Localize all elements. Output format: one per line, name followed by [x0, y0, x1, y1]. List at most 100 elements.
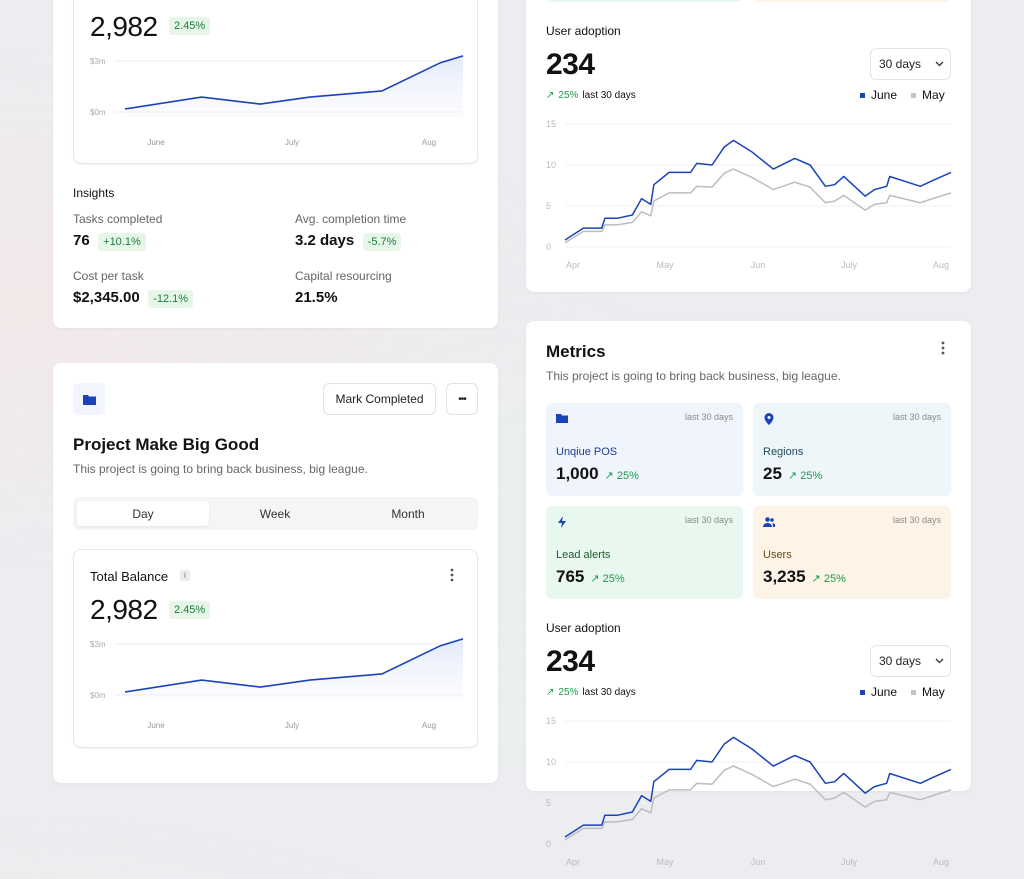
tile-label: Regions — [763, 446, 804, 458]
trend-percent: 25% — [558, 687, 579, 698]
tab-week[interactable]: Week — [259, 506, 291, 521]
y-tick-label: 0 — [546, 839, 551, 849]
y-tick-label: $3m — [90, 57, 106, 66]
users-tile-edge — [753, 0, 951, 2]
insight-label: Tasks completed — [73, 212, 163, 226]
tile-change: ↗ 25% — [812, 573, 846, 585]
x-tick-label: July — [285, 721, 299, 730]
insight-change: -5.7% — [362, 233, 402, 251]
tile-period: last 30 days — [892, 515, 941, 525]
lead-alerts-tile-edge — [546, 0, 743, 2]
y-tick-label: $0m — [90, 108, 106, 117]
insight-label: Cost per task — [73, 269, 144, 283]
user-adoption-section: User adoption 234 ↗ 25% last 30 days 30 … — [526, 22, 971, 282]
mark-completed-button[interactable]: Mark Completed — [323, 383, 436, 415]
insight-label: Avg. completion time — [295, 212, 407, 226]
insight-change: -12.1% — [148, 290, 194, 308]
metric-tile-users[interactable]: last 30 days Users 3,235 ↗ 25% — [753, 506, 951, 599]
tab-day[interactable]: Day — [77, 501, 209, 526]
tile-change: ↗ 25% — [788, 470, 822, 482]
tile-value-row: 1,000 ↗ 25% — [556, 464, 639, 484]
balance-card-top: 2,982 2.45% $3m $0m June July Aug — [73, 0, 478, 164]
balance-area — [125, 55, 463, 117]
balance-line — [124, 638, 464, 693]
insight-value: $2,345.00 — [73, 289, 140, 306]
project-title: Project Make Big Good — [73, 435, 260, 454]
arrow-up-right-icon: ↗ — [604, 470, 617, 482]
tile-label: Users — [763, 549, 792, 561]
tab-month[interactable]: Month — [391, 506, 425, 521]
arrow-up-right-icon: ↗ — [590, 573, 603, 585]
tile-change-value: 25% — [800, 470, 823, 482]
tile-value: 1,000 — [556, 464, 599, 483]
period-dropdown-value: 30 days — [879, 57, 922, 71]
insight-value: 3.2 days — [295, 232, 355, 249]
x-tick-label: Aug — [422, 138, 436, 147]
tile-label: Unqiue POS — [556, 446, 618, 458]
user-adoption-title: User adoption — [546, 621, 621, 635]
balance-change-badge: 2.45% — [169, 601, 211, 619]
arrow-up-right-icon: ↗ — [546, 687, 555, 698]
x-tick-label: July — [285, 138, 299, 147]
kebab-menu-icon[interactable] — [450, 568, 454, 582]
user-adoption-section: User adoption 234 ↗ 25% last 30 days 30 … — [526, 619, 971, 879]
balance-value: 2,982 — [90, 594, 158, 625]
info-icon[interactable]: i — [180, 570, 190, 581]
chart-legend: June May — [860, 88, 945, 102]
user-adoption-trend: ↗ 25% last 30 days — [546, 90, 636, 101]
arrow-up-right-icon: ↗ — [546, 90, 555, 101]
lightning-icon — [558, 516, 566, 528]
period-dropdown[interactable]: 30 days — [870, 645, 951, 677]
insight-value: 21.5% — [295, 289, 338, 306]
legend-swatch-june — [860, 92, 865, 98]
series-line-june — [564, 736, 952, 838]
tile-period: last 30 days — [892, 412, 941, 422]
legend-swatch-june — [860, 689, 865, 695]
metric-tile-unqiue-pos[interactable]: last 30 days Unqiue POS 1,000 ↗ 25% — [546, 403, 743, 496]
insight-label: Capital resourcing — [295, 269, 392, 283]
balance-line — [124, 55, 464, 110]
y-tick-label: 5 — [546, 798, 551, 808]
tile-period: last 30 days — [684, 515, 733, 525]
period-dropdown[interactable]: 30 days — [870, 48, 951, 80]
balance-value: 2,982 — [90, 11, 158, 42]
x-tick-label: July — [841, 260, 858, 270]
more-options-button[interactable]: ••• — [446, 383, 478, 415]
x-tick-label: Jun — [751, 260, 766, 270]
legend-label-june: June — [871, 88, 898, 102]
kebab-menu-icon[interactable] — [941, 341, 945, 355]
insight-change: +10.1% — [98, 233, 146, 251]
balance-change-badge: 2.45% — [169, 17, 211, 35]
tile-value: 25 — [763, 464, 782, 483]
tile-change: ↗ 25% — [605, 470, 639, 482]
metrics-title: Metrics — [546, 342, 606, 361]
tile-label: Lead alerts — [556, 549, 611, 561]
y-tick-label: 10 — [546, 160, 556, 170]
adoption-card-top: User adoption 234 ↗ 25% last 30 days 30 … — [526, 0, 971, 292]
chevron-down-icon — [935, 61, 944, 67]
total-balance-title: Total Balance — [90, 569, 169, 584]
legend-label-june: June — [871, 685, 898, 699]
metric-tile-regions[interactable]: last 30 days Regions 25 ↗ 25% — [753, 403, 951, 496]
series-line-june — [564, 139, 952, 241]
location-pin-icon — [764, 413, 774, 425]
x-tick-label: Apr — [566, 260, 580, 270]
users-icon — [763, 517, 775, 527]
legend-label-may: May — [922, 685, 945, 699]
tile-value: 765 — [556, 567, 585, 586]
x-tick-label: Apr — [566, 857, 580, 867]
tile-change-value: 25% — [616, 470, 639, 482]
insights-card: 2,982 2.45% $3m $0m June July Aug Insights T… — [53, 0, 498, 328]
tile-change: ↗ 25% — [590, 573, 624, 585]
folder-icon — [83, 395, 96, 405]
x-tick-label: Jun — [751, 857, 766, 867]
metric-tile-lead-alerts[interactable]: last 30 days Lead alerts 765 ↗ 25% — [546, 506, 743, 599]
arrow-up-right-icon: ↗ — [811, 573, 824, 585]
x-tick-label: June — [147, 721, 165, 730]
project-card: Mark Completed ••• Project Make Big Good… — [53, 363, 498, 783]
tile-change-value: 25% — [823, 573, 846, 585]
balance-chart: $3m $0m June July Aug — [90, 55, 464, 147]
insights-title: Insights — [73, 186, 115, 200]
y-tick-label: 15 — [546, 716, 556, 726]
y-tick-label: $3m — [90, 640, 106, 649]
